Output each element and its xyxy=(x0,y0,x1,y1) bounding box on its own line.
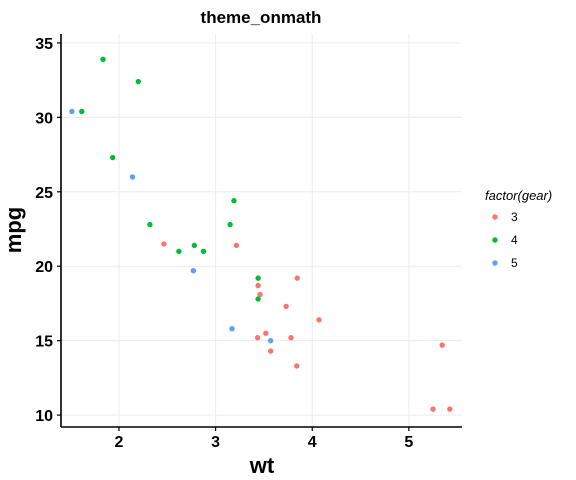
y-axis-ticks: 10 15 20 25 30 35 xyxy=(35,36,61,425)
data-point-gear-4 xyxy=(147,221,153,228)
data-point-gear-3 xyxy=(255,282,261,289)
chart-title: theme_onmath xyxy=(201,8,322,27)
data-point-gear-4 xyxy=(79,108,85,115)
data-point-gear-3 xyxy=(233,242,240,249)
data-point-gear-4 xyxy=(255,296,261,302)
y-tick-label: 35 xyxy=(35,36,53,53)
legend-items: 3 4 5 xyxy=(492,210,518,270)
data-point-gear-4 xyxy=(231,198,237,204)
x-tick-label: 3 xyxy=(211,434,220,451)
x-axis-ticks: 2 3 4 5 xyxy=(115,427,413,451)
data-point-gear-5 xyxy=(190,267,197,274)
y-tick-label: 10 xyxy=(35,408,53,425)
data-point-gear-5 xyxy=(267,337,274,344)
data-point-gear-3 xyxy=(254,334,261,341)
data-points xyxy=(69,56,453,412)
legend-key-3 xyxy=(492,214,498,220)
data-point-gear-5 xyxy=(69,108,75,115)
legend: factor(gear) 3 4 5 xyxy=(485,188,552,270)
data-point-gear-3 xyxy=(263,330,269,336)
data-point-gear-3 xyxy=(288,334,294,341)
data-point-gear-3 xyxy=(430,406,436,412)
legend-label-3: 3 xyxy=(511,210,518,224)
x-axis-title: wt xyxy=(249,453,275,478)
x-tick-label: 4 xyxy=(308,434,317,451)
axes xyxy=(60,34,462,428)
data-point-gear-3 xyxy=(161,241,167,247)
legend-label-4: 4 xyxy=(511,233,518,247)
legend-key-4 xyxy=(492,237,498,243)
data-point-gear-3 xyxy=(257,291,263,298)
data-point-gear-4 xyxy=(176,248,182,255)
data-point-gear-5 xyxy=(229,326,235,332)
data-point-gear-3 xyxy=(439,342,445,348)
data-point-gear-4 xyxy=(191,242,198,249)
data-point-gear-4 xyxy=(135,78,142,85)
grid xyxy=(61,34,462,427)
legend-key-5 xyxy=(492,260,498,266)
data-point-gear-3 xyxy=(294,363,300,369)
data-point-gear-4 xyxy=(255,275,261,281)
y-tick-label: 25 xyxy=(35,185,53,202)
y-axis-title: mpg xyxy=(1,207,26,253)
y-tick-label: 30 xyxy=(35,110,53,127)
x-tick-label: 2 xyxy=(115,434,124,451)
data-point-gear-3 xyxy=(316,317,322,323)
y-tick-label: 15 xyxy=(35,334,53,351)
data-point-gear-4 xyxy=(100,56,106,63)
x-tick-label: 5 xyxy=(404,434,413,451)
data-point-gear-4 xyxy=(200,248,207,255)
data-point-gear-4 xyxy=(109,154,116,161)
y-tick-label: 20 xyxy=(35,259,53,276)
data-point-gear-5 xyxy=(129,174,136,180)
data-point-gear-3 xyxy=(447,406,453,412)
data-point-gear-3 xyxy=(294,275,300,281)
data-point-gear-3 xyxy=(283,303,289,310)
data-point-gear-4 xyxy=(227,221,233,228)
data-point-gear-3 xyxy=(267,348,274,354)
legend-title: factor(gear) xyxy=(485,188,552,203)
legend-label-5: 5 xyxy=(511,256,518,270)
